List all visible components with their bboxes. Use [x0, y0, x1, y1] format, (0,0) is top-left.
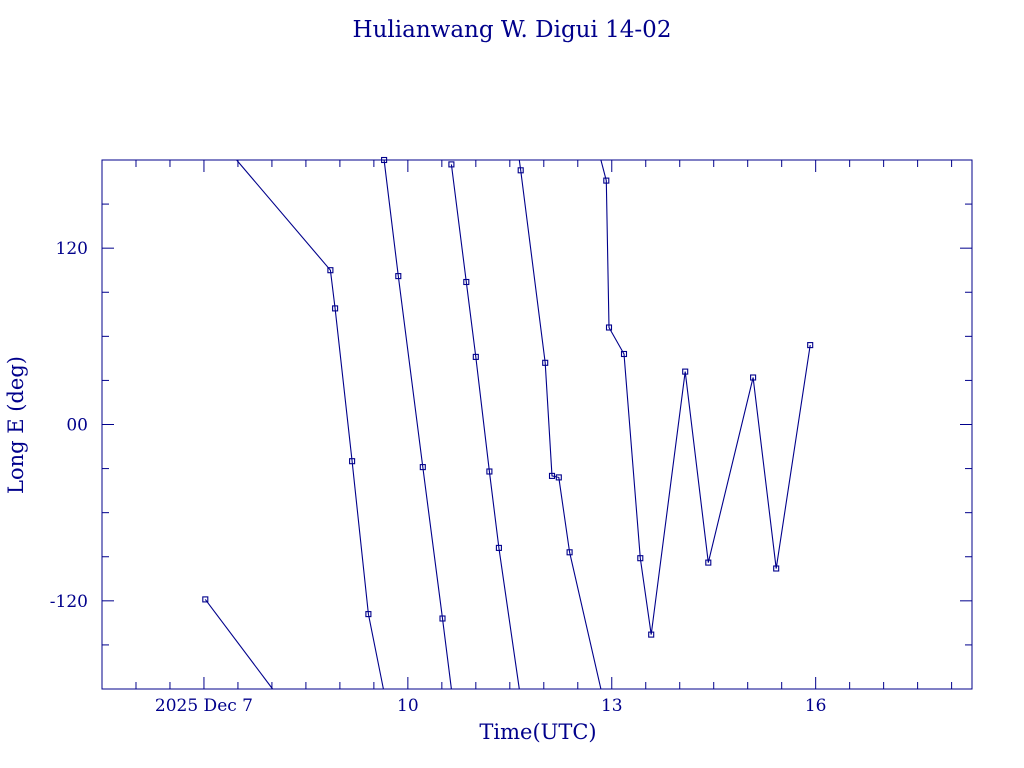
x-tick-label: 2025 Dec 7 — [155, 696, 253, 716]
series-lines — [204, 159, 811, 690]
x-tick-label: 16 — [805, 696, 827, 716]
data-point-marker — [705, 559, 712, 566]
data-point-marker — [517, 167, 524, 174]
data-point-marker — [463, 278, 470, 286]
data-point-marker — [605, 324, 613, 331]
data-point-marker — [637, 555, 644, 562]
data-point-marker — [332, 305, 339, 312]
data-point-marker — [648, 631, 655, 638]
data-point-marker — [682, 368, 689, 375]
data-point-marker — [349, 458, 356, 465]
data-point-marker — [448, 161, 455, 168]
series-line-segment — [204, 599, 274, 690]
data-point-marker — [620, 350, 628, 358]
data-point-marker — [773, 565, 780, 572]
data-point-marker — [439, 615, 446, 622]
x-axis-label: Time(UTC) — [479, 720, 596, 744]
data-point-marker — [555, 474, 562, 481]
series-line-segment — [450, 164, 520, 690]
data-point-marker — [202, 596, 209, 603]
series-line-segment — [383, 159, 452, 690]
data-point-marker — [472, 353, 479, 360]
axis-tick-labels: 2025 Dec 7 10 13 16 120 00 -120 — [50, 239, 827, 716]
data-point-marker — [381, 156, 388, 164]
data-point-marker — [327, 267, 334, 274]
series-markers — [202, 156, 814, 638]
data-point-marker — [566, 549, 573, 556]
data-point-marker — [395, 273, 402, 280]
data-point-marker — [548, 472, 556, 479]
data-point-marker — [365, 611, 372, 618]
series-line-segment — [600, 159, 811, 635]
y-tick-label: 00 — [66, 416, 88, 436]
data-point-marker — [419, 464, 426, 471]
y-axis-label: Long E (deg) — [4, 356, 28, 494]
data-point-marker — [495, 544, 502, 551]
x-tick-label: 10 — [397, 696, 419, 716]
y-tick-label: 120 — [56, 239, 88, 259]
data-point-marker — [807, 342, 814, 349]
data-point-marker — [750, 374, 757, 381]
chart-title: Hulianwang W. Digui 14-02 — [353, 17, 672, 43]
series-line-segment — [236, 159, 384, 690]
data-point-marker — [603, 177, 610, 184]
x-tick-label: 13 — [601, 696, 623, 716]
series-line-segment — [518, 159, 602, 690]
data-point-marker — [486, 468, 493, 475]
y-tick-label: -120 — [50, 592, 88, 612]
data-point-marker — [542, 359, 549, 366]
axis-ticks — [102, 160, 972, 689]
